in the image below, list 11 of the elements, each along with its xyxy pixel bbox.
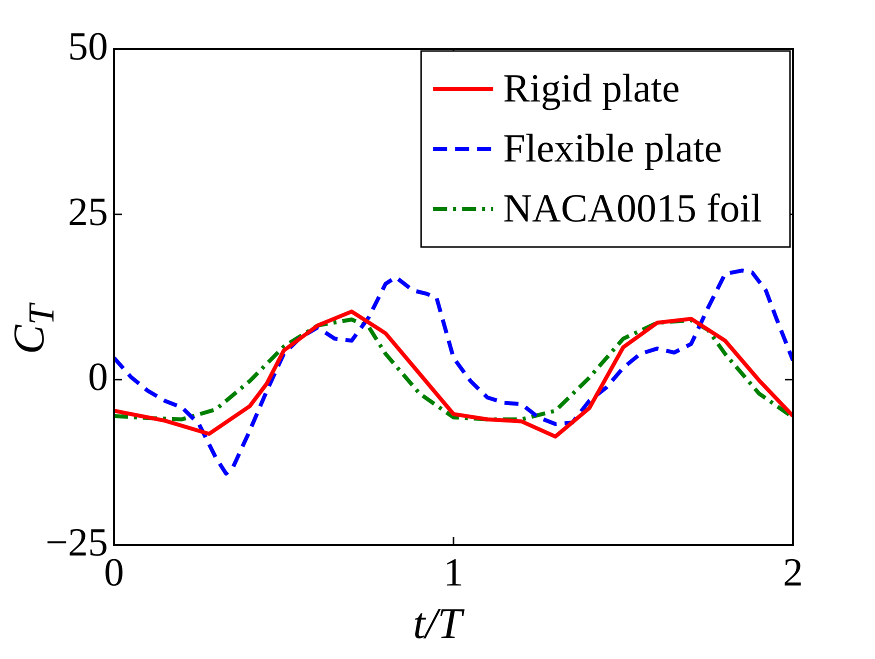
legend-label: NACA0015 foil	[503, 186, 762, 230]
y-tick-label: 50	[68, 24, 108, 68]
line-series	[114, 268, 793, 476]
y-tick-label: 0	[88, 354, 108, 400]
y-tick-label: 25	[68, 188, 108, 234]
x-tick-label: 1	[444, 550, 464, 594]
legend-label: Rigid plate	[503, 66, 680, 110]
x-axis-title: t/T	[412, 598, 466, 649]
legend-label: Flexible plate	[503, 126, 722, 170]
x-tick-label: 2	[783, 550, 803, 594]
y-tick-label: −25	[45, 520, 108, 564]
